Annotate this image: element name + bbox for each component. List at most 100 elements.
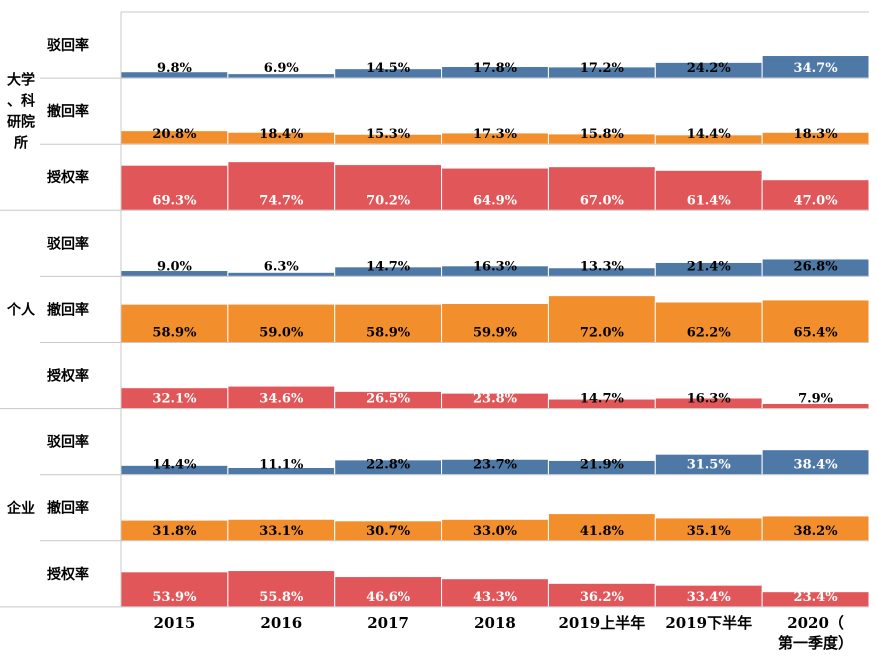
data-label-3-3-3: 46.6% xyxy=(366,590,411,605)
group-label-1-line-4: 所 xyxy=(14,135,28,152)
data-label-1-2-3: 15.3% xyxy=(366,127,411,142)
metric-label-1-3: 授权率 xyxy=(47,169,89,186)
data-label-2-3-3: 26.5% xyxy=(366,392,411,407)
data-label-3-1-2: 11.1% xyxy=(259,458,304,473)
metric-label-2-2: 撤回率 xyxy=(47,301,89,318)
metric-label-2-3: 授权率 xyxy=(47,368,89,385)
data-label-2-1-6: 21.4% xyxy=(687,259,732,274)
x-tick-label-2: 2016 xyxy=(260,614,302,632)
bar-2-2-3 xyxy=(334,303,443,344)
data-label-1-2-6: 14.4% xyxy=(687,127,732,142)
data-label-1-3-7: 47.0% xyxy=(794,193,839,208)
data-label-2-3-5: 14.7% xyxy=(580,392,625,407)
data-label-3-1-4: 23.7% xyxy=(473,458,518,473)
group-label-3-line-1: 企业 xyxy=(6,500,35,517)
data-label-3-1-3: 22.8% xyxy=(366,458,411,473)
data-label-3-2-6: 35.1% xyxy=(687,524,732,539)
bar-3-3-3 xyxy=(334,576,443,608)
bar-1-3-6 xyxy=(654,169,763,211)
bar-2-2-7 xyxy=(761,299,870,344)
bar-1-3-5 xyxy=(547,166,656,211)
data-label-3-1-7: 38.4% xyxy=(794,458,839,473)
metric-label-3-3: 授权率 xyxy=(47,566,89,583)
group-label-2-line-1: 个人 xyxy=(6,301,36,318)
data-label-2-3-6: 16.3% xyxy=(687,392,732,407)
data-label-1-3-6: 61.4% xyxy=(687,193,732,208)
data-label-2-2-2: 59.0% xyxy=(259,326,304,341)
bar-1-3-3 xyxy=(334,164,443,211)
data-label-1-3-1: 69.3% xyxy=(152,193,197,208)
data-label-2-1-1: 9.0% xyxy=(157,259,193,274)
data-label-2-3-4: 23.8% xyxy=(473,392,518,407)
group-label-1-line-1: 大学 xyxy=(7,72,35,89)
data-label-2-1-3: 14.7% xyxy=(366,259,411,274)
data-label-3-3-1: 53.9% xyxy=(152,590,197,605)
data-label-2-1-4: 16.3% xyxy=(473,259,518,274)
data-label-2-2-6: 62.2% xyxy=(687,326,732,341)
data-label-2-3-7: 7.9% xyxy=(798,392,834,407)
metric-label-2-1: 驳回率 xyxy=(47,235,89,252)
bar-3-2-7 xyxy=(761,515,870,542)
data-label-2-2-5: 72.0% xyxy=(580,326,625,341)
x-tick-label-7-line-2: 第一季度） xyxy=(778,634,853,652)
data-label-1-1-3: 14.5% xyxy=(366,61,411,76)
bar-2-2-4 xyxy=(441,303,549,344)
data-label-2-2-7: 65.4% xyxy=(794,326,839,341)
data-label-1-1-6: 24.2% xyxy=(687,61,732,76)
data-label-1-2-1: 20.8% xyxy=(152,127,197,142)
data-label-1-1-2: 6.9% xyxy=(264,61,300,76)
x-tick-label-6: 2019下半年 xyxy=(665,614,752,632)
bar-3-3-4 xyxy=(441,578,549,608)
data-label-3-3-4: 43.3% xyxy=(473,590,518,605)
data-label-3-3-5: 36.2% xyxy=(580,590,625,605)
data-label-3-3-2: 55.8% xyxy=(259,590,304,605)
data-label-3-2-4: 33.0% xyxy=(473,524,518,539)
data-label-2-2-1: 58.9% xyxy=(152,326,197,341)
bar-3-3-2 xyxy=(227,570,336,608)
data-label-1-1-1: 9.8% xyxy=(157,61,193,76)
bar-1-3-7 xyxy=(761,179,870,211)
group-label-1-line-3: 研院 xyxy=(7,114,35,131)
x-tick-label-3: 2017 xyxy=(367,614,409,632)
data-label-3-2-5: 41.8% xyxy=(580,524,625,539)
data-label-2-2-4: 59.9% xyxy=(473,326,518,341)
data-label-3-3-7: 23.4% xyxy=(794,590,839,605)
data-label-1-1-4: 17.8% xyxy=(473,61,518,76)
data-label-1-2-7: 18.3% xyxy=(794,127,839,142)
x-tick-label-1: 2015 xyxy=(154,614,196,632)
data-label-3-2-7: 38.2% xyxy=(794,524,839,539)
data-label-3-1-6: 31.5% xyxy=(687,458,732,473)
data-label-2-3-2: 34.6% xyxy=(259,392,304,407)
bar-2-2-5 xyxy=(547,295,656,344)
data-label-1-1-7: 34.7% xyxy=(794,61,839,76)
data-label-3-2-3: 30.7% xyxy=(366,524,411,539)
data-label-3-2-2: 33.1% xyxy=(259,524,304,539)
metric-label-1-1: 驳回率 xyxy=(47,37,89,54)
bar-2-2-6 xyxy=(654,301,763,344)
data-label-1-3-3: 70.2% xyxy=(366,193,411,208)
group-label-1-line-2: 、科 xyxy=(7,93,35,110)
data-label-1-2-4: 17.3% xyxy=(473,127,518,142)
data-label-2-3-1: 32.1% xyxy=(152,392,197,407)
metric-label-3-1: 驳回率 xyxy=(47,434,89,451)
data-label-2-1-2: 6.3% xyxy=(264,259,300,274)
data-label-2-1-5: 13.3% xyxy=(580,259,625,274)
data-label-1-3-4: 64.9% xyxy=(473,193,518,208)
data-label-3-1-5: 21.9% xyxy=(580,458,625,473)
bar-2-2-1 xyxy=(120,303,229,344)
data-label-1-3-5: 67.0% xyxy=(580,193,625,208)
bar-2-2-2 xyxy=(227,303,336,343)
data-label-3-2-1: 31.8% xyxy=(152,524,197,539)
data-label-1-2-5: 15.8% xyxy=(580,127,625,142)
data-label-1-3-2: 74.7% xyxy=(259,193,304,208)
data-label-3-3-6: 33.4% xyxy=(687,590,732,605)
data-label-3-1-1: 14.4% xyxy=(152,458,197,473)
data-label-1-1-5: 17.2% xyxy=(580,61,625,76)
x-tick-label-7-line-1: 2020（ xyxy=(787,614,844,632)
x-tick-label-5: 2019上半年 xyxy=(558,614,645,632)
bar-3-1-7 xyxy=(761,449,870,476)
data-label-2-1-7: 26.8% xyxy=(794,259,839,274)
metric-label-3-2: 撤回率 xyxy=(47,500,89,517)
x-tick-label-4: 2018 xyxy=(474,614,516,632)
